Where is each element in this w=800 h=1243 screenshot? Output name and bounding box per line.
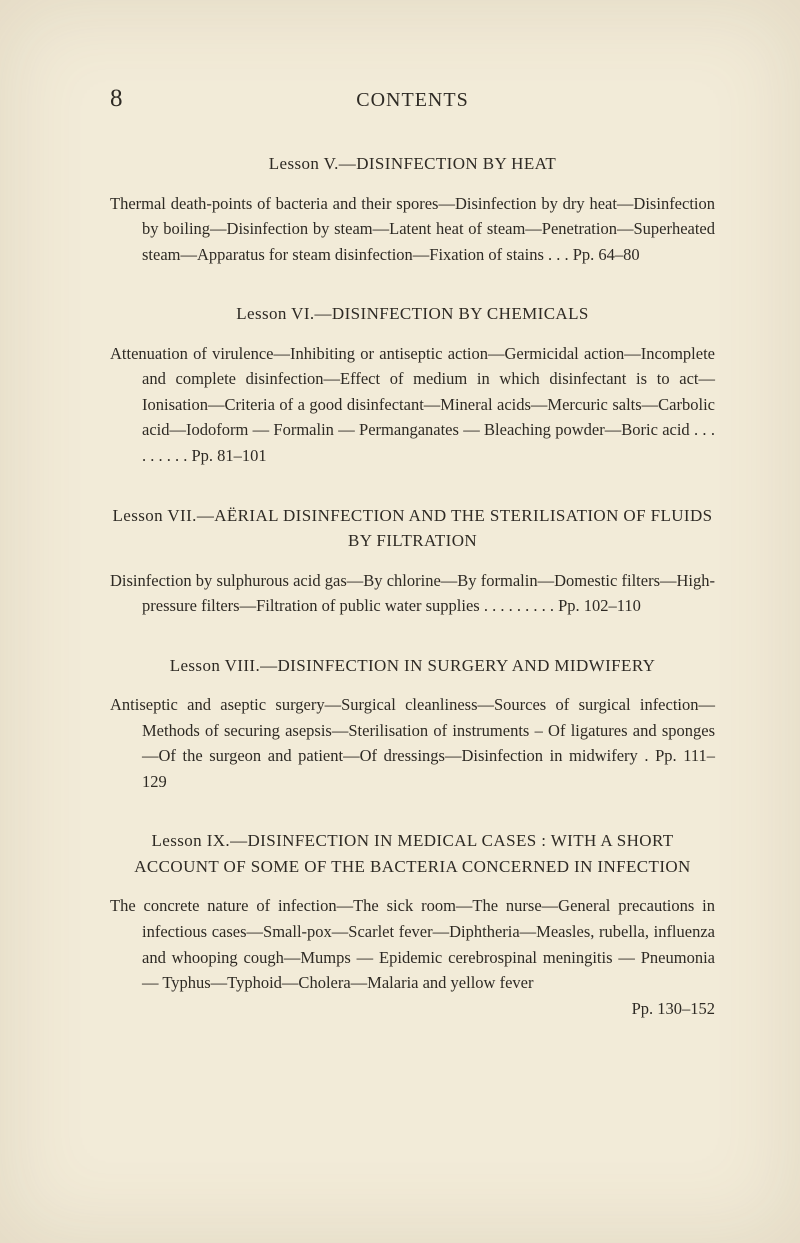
lesson-title: Lesson VII.—AËRIAL DISINFECTION AND THE … <box>110 503 715 554</box>
lesson-title: Lesson V.—DISINFECTION BY HEAT <box>110 151 715 177</box>
lesson-body: Antiseptic and aseptic surgery—Surgical … <box>110 692 715 794</box>
page-container: 8 CONTENTS Lesson V.—DISINFECTION BY HEA… <box>0 0 800 1243</box>
page-vignette <box>0 0 800 1243</box>
lesson-title: Lesson VI.—DISINFECTION BY CHEMICALS <box>110 301 715 327</box>
lesson-body: Attenuation of virulence—Inhibiting or a… <box>110 341 715 469</box>
lesson-body: The concrete nature of infection—The sic… <box>110 893 715 1021</box>
lesson-body-text: The concrete nature of infection—The sic… <box>110 896 715 992</box>
page-range: Pp. 130–152 <box>142 996 715 1022</box>
contents-heading: CONTENTS <box>110 89 715 112</box>
lesson-title: Lesson VIII.—DISINFECTION IN SURGERY AND… <box>110 653 715 679</box>
lesson-body: Thermal death-points of bacteria and the… <box>110 191 715 268</box>
lesson-title: Lesson IX.—DISINFECTION IN MEDICAL CASES… <box>110 828 715 879</box>
header-row: 8 CONTENTS <box>110 85 715 113</box>
lesson-body: Disinfection by sulphurous acid gas—By c… <box>110 568 715 619</box>
